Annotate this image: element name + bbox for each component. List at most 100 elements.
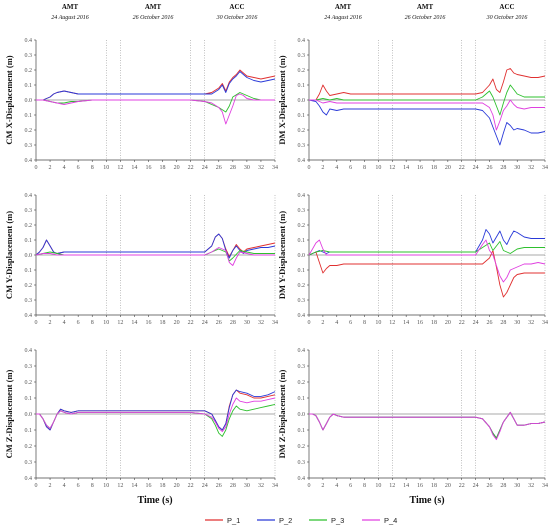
x-tick-label: 10 [103,320,109,326]
y-axis-title: CM X-Displacement (m) [4,55,14,144]
x-tick-label: 8 [91,483,94,489]
x-tick-label: 22 [459,483,465,489]
x-tick-label: 26 [486,165,492,171]
panel-6: 0.40.30.20.10.00.10.20.30.40 2 4 6 8 10 12 14 16… [277,348,548,489]
x-tick-label: 34 [542,320,548,326]
x-tick-label: 12 [389,320,395,326]
x-tick-label: 14 [403,320,409,326]
x-tick-label: 34 [272,483,278,489]
y-axis-title: DM Z-Displacement (m) [277,369,287,458]
legend: P_1 P_2 P_3 P_4 [205,516,397,525]
x-tick-label: 18 [160,320,166,326]
y-tick-label: 0.1 [25,113,33,119]
x-tick-label: 4 [63,483,66,489]
y-tick-label: 0.3 [298,208,306,214]
y-tick-label: 0.2 [25,283,33,289]
phase-title-right-3: ACC [499,3,514,11]
x-tick-label: 0 [308,320,311,326]
x-tick-label: 28 [230,320,236,326]
x-tick-label: 16 [417,165,423,171]
x-tick-label: 16 [417,320,423,326]
x-tick-label: 8 [91,320,94,326]
y-tick-label: 0.4 [25,348,33,354]
legend-label: P_1 [227,516,240,525]
y-tick-label: 0.3 [298,364,306,370]
legend-label: P_3 [331,516,344,525]
x-tick-label: 14 [131,483,137,489]
y-tick-label: 0.4 [25,38,33,44]
y-tick-label: 0.2 [25,223,33,229]
x-tick-label: 32 [258,483,264,489]
y-tick-label: 0.0 [298,98,306,104]
x-tick-label: 32 [528,483,534,489]
y-tick-label: 0.2 [298,283,306,289]
y-tick-label: 0.1 [25,83,33,89]
x-tick-label: 16 [145,483,151,489]
x-tick-label: 18 [160,165,166,171]
x-tick-label: 2 [321,165,324,171]
x-tick-label: 26 [486,483,492,489]
legend-label: P_2 [279,516,292,525]
y-tick-label: 0.1 [298,396,306,402]
series-line-p2 [36,71,276,101]
y-tick-label: 0.2 [298,223,306,229]
y-tick-label: 0.0 [298,412,306,418]
series-line-p4 [308,239,546,283]
x-tick-label: 14 [131,165,137,171]
x-tick-label: 34 [272,165,278,171]
x-tick-label: 14 [403,483,409,489]
x-tick-label: 26 [486,320,492,326]
x-tick-label: 8 [363,320,366,326]
x-axis-title-left: Time (s) [137,495,172,506]
x-tick-label: 24 [202,165,208,171]
x-tick-label: 34 [542,165,548,171]
x-tick-label: 0 [308,165,311,171]
x-tick-label: 12 [117,483,123,489]
y-tick-label: 0.2 [298,68,306,74]
y-tick-label: 0.3 [25,364,33,370]
phase-title-right-2: AMT [417,3,434,11]
x-tick-label: 8 [363,483,366,489]
series-line-p3 [36,403,276,437]
x-tick-label: 16 [145,165,151,171]
y-tick-label: 0.2 [298,128,306,134]
y-tick-label: 0.1 [298,268,306,274]
y-tick-label: 0.3 [25,208,33,214]
x-tick-label: 22 [188,165,194,171]
phase-date-left-3: 30 October 2016 [216,15,258,21]
x-tick-label: 34 [272,320,278,326]
series-line-p4 [35,247,275,266]
phase-date-right-1: 24 August 2016 [324,14,362,21]
x-tick-label: 24 [473,483,479,489]
x-tick-label: 12 [389,165,395,171]
x-tick-label: 20 [174,165,180,171]
x-tick-label: 30 [244,483,250,489]
y-tick-label: 0.3 [298,143,306,149]
y-tick-label: 0.0 [25,98,33,104]
panel-2: 0.40.30.20.10.00.10.20.30.40 2 4 6 8 10 12 14 16… [277,38,548,171]
y-tick-label: 0.2 [25,128,33,134]
panel-4: 0.40.30.20.10.00.10.20.30.40 2 4 6 8 10 12 14 16… [277,193,548,326]
x-tick-label: 4 [63,320,66,326]
x-tick-label: 28 [500,320,506,326]
x-tick-label: 6 [77,165,80,171]
x-tick-label: 30 [244,320,250,326]
x-tick-label: 24 [202,320,208,326]
x-tick-label: 24 [473,165,479,171]
x-tick-label: 28 [500,483,506,489]
y-tick-label: 0.2 [298,444,306,450]
x-tick-label: 10 [103,483,109,489]
x-tick-label: 18 [431,483,437,489]
panels: 0.40.30.20.10.00.10.20.30.40 2 4 6 8 10 12 14 16… [4,38,548,489]
x-tick-label: 18 [431,320,437,326]
series-line-p4 [36,93,275,125]
y-tick-label: 0.2 [298,380,306,386]
panel-3: 0.40.30.20.10.00.10.20.30.40 2 4 6 8 10 12 14 16… [4,193,278,326]
y-tick-label: 0.3 [25,460,33,466]
x-tick-label: 6 [77,483,80,489]
x-tick-label: 16 [417,483,423,489]
phase-title-right-1: AMT [335,3,352,11]
x-tick-label: 26 [216,483,222,489]
phase-date-left-2: 26 October 2016 [133,15,174,21]
panel-1: 0.40.30.20.10.00.10.20.30.40 2 4 6 8 10 12 14 16… [4,38,278,171]
